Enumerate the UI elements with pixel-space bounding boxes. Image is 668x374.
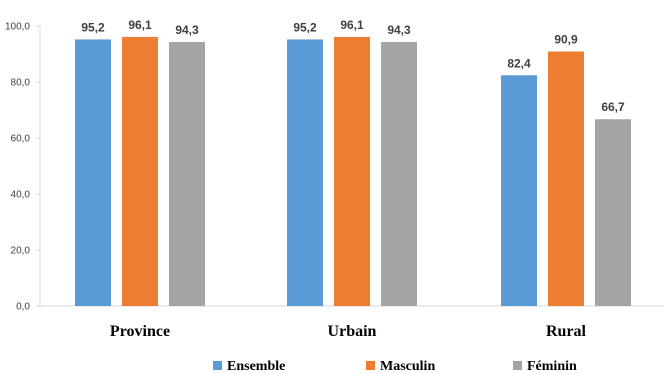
y-tick-label: 80,0 [11,78,31,89]
data-label: 95,2 [293,20,317,34]
legend-label: Féminin [527,359,577,374]
data-label: 90,9 [554,32,578,46]
category-label-rural: Rural [546,323,587,340]
y-tick-label: 60,0 [11,134,31,145]
bar-fminin-rural [595,119,631,307]
y-tick-label: 20,0 [11,246,31,257]
legend-swatch [366,361,375,370]
data-labels: 95,2 96,1 94,3 95,2 96,1 94,3 82,4 90,9 66,7 [81,18,625,114]
y-tick-label: 40,0 [11,190,31,201]
legend-label: Masculin [380,359,435,374]
y-axis-ticks: 0,0 20,0 40,0 60,0 80,0 100,0 [5,22,40,313]
data-label: 94,3 [387,23,411,37]
bar-ensemble-urbain [287,39,323,306]
bar-masculin-urbain [334,36,370,307]
data-label: 96,1 [128,18,152,32]
category-label-province: Province [110,323,170,340]
data-label: 94,3 [175,23,199,37]
data-label: 82,4 [507,56,531,70]
category-label-urbain: Urbain [328,323,377,340]
bar-ensemble-province [75,39,111,306]
bar-ensemble-rural [501,75,537,306]
legend-label: Ensemble [227,359,285,374]
bar-fminin-province [169,41,205,307]
bar-fminin-urbain [381,41,417,307]
bar-masculin-province [122,36,158,307]
bar-series [75,36,631,307]
y-tick-label: 0,0 [16,302,30,313]
y-tick-label: 100,0 [5,22,30,33]
data-label: 96,1 [340,18,364,32]
bar-masculin-rural [548,51,584,307]
data-label: 66,7 [601,100,625,114]
legend-swatch [513,361,522,370]
data-label: 95,2 [81,20,105,34]
legend-swatch [213,361,222,370]
category-labels: Province Urbain Rural [110,323,587,340]
legend: Ensemble Masculin Féminin [213,359,577,374]
